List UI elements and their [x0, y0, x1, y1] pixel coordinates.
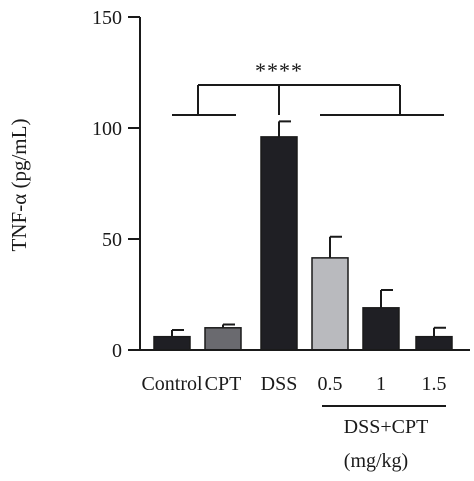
- error-bar: [171, 329, 184, 337]
- bars: [153, 136, 453, 351]
- error-bar: [222, 323, 235, 328]
- y-tick-label: 0: [112, 340, 122, 362]
- category-label: DSS: [261, 373, 298, 395]
- group-label-line2: (mg/kg): [344, 450, 408, 472]
- bar: [415, 335, 453, 351]
- error-bar: [433, 326, 446, 337]
- category-label: 1.5: [422, 373, 447, 395]
- significance-bracket: ****: [172, 58, 444, 116]
- significance-stars: ****: [255, 58, 303, 83]
- dss-cpt-group-label: DSS+CPT (mg/kg): [322, 405, 446, 472]
- category-label: 0.5: [318, 373, 343, 395]
- category-labels: Control CPT DSS 0.5 1 1.5: [141, 373, 446, 395]
- bar: [204, 327, 242, 351]
- bar: [260, 136, 298, 351]
- error-bar: [278, 120, 291, 137]
- y-tick-label: 100: [92, 118, 122, 140]
- y-tick-label: 50: [102, 229, 122, 251]
- error-bar: [380, 289, 393, 308]
- category-label: 1: [376, 373, 386, 395]
- bar: [311, 257, 349, 351]
- bar: [153, 335, 191, 351]
- group-label-line1: DSS+CPT: [344, 416, 429, 438]
- error-bar: [329, 235, 342, 258]
- error-bars: [171, 120, 446, 337]
- category-label: CPT: [205, 373, 242, 395]
- category-label: Control: [141, 373, 203, 395]
- y-axis-label: TNF-α (pg/mL): [7, 119, 31, 252]
- bar: [362, 307, 400, 351]
- y-axis: 0 50 100 150: [92, 7, 141, 362]
- y-tick-label: 150: [92, 7, 122, 29]
